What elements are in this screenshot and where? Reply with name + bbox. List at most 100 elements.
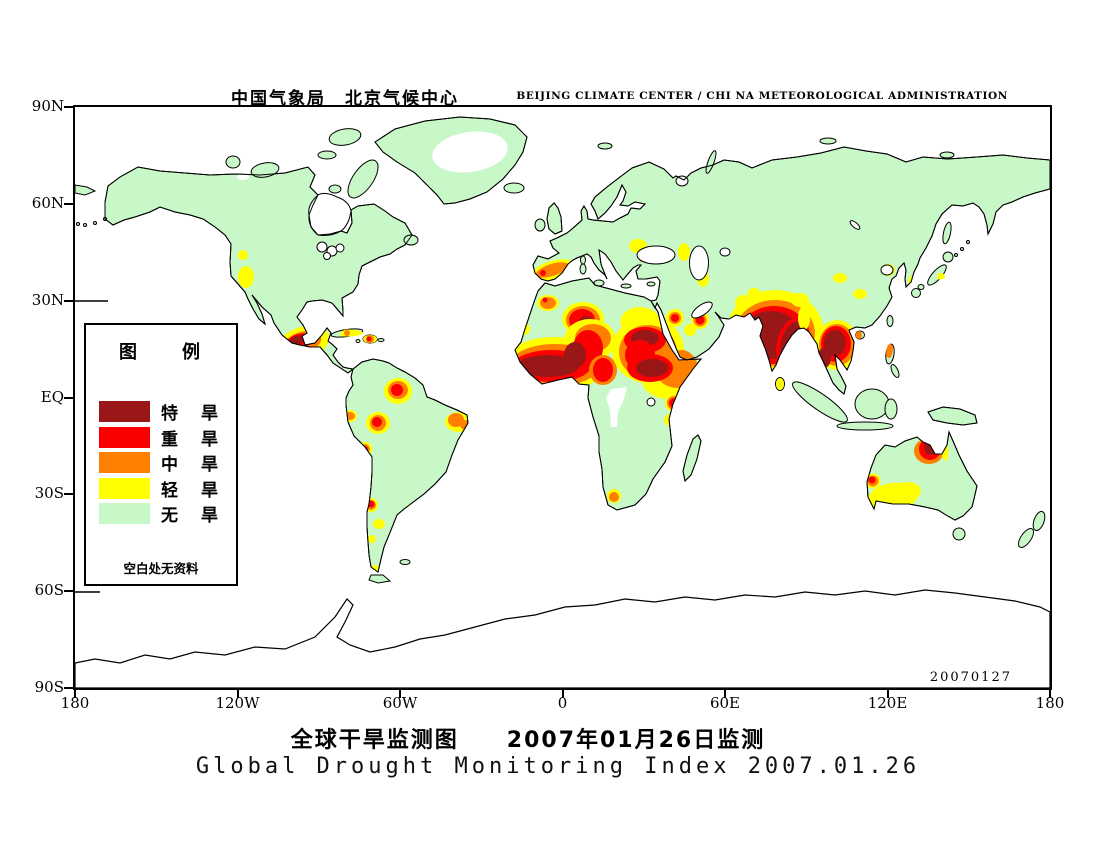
- lat-tick-mark: [64, 590, 73, 593]
- drought-region-light: [678, 243, 690, 261]
- drought-region-severe: [366, 336, 372, 342]
- map-datestamp: 20070127: [929, 670, 1012, 685]
- lon-tick-mark: [561, 690, 564, 698]
- great-slave-lake: [237, 174, 249, 180]
- legend-row-extreme: 特 旱: [99, 399, 221, 425]
- drought-region-severe: [868, 476, 876, 484]
- drought-region-moderate: [344, 330, 350, 336]
- great-lake: [335, 243, 345, 253]
- lon-tick-mark: [399, 690, 401, 698]
- legend-row-light: 轻 旱: [99, 476, 221, 502]
- lat-tick-label: 60S: [34, 581, 64, 600]
- drought-region-light: [833, 273, 847, 283]
- legend-swatch-moderate: [99, 452, 150, 474]
- lake-victoria: [646, 397, 656, 407]
- drought-region-severe: [671, 314, 679, 322]
- drought-region-light: [684, 324, 696, 336]
- lon-tick-label: 120W: [215, 694, 260, 712]
- drought-region-extreme: [817, 348, 831, 368]
- lat-tick-mark: [64, 687, 73, 689]
- lat-tick-mark: [64, 299, 73, 302]
- drought-region-severe: [372, 417, 382, 427]
- drought-region-extreme: [824, 330, 846, 356]
- water-layer: [237, 131, 894, 427]
- lon-tick-label: 120E: [867, 694, 908, 712]
- drought-region-severe: [593, 358, 613, 382]
- lat-tick-mark: [64, 106, 73, 108]
- drought-region-light: [791, 293, 809, 307]
- drought-region-moderate: [448, 413, 464, 427]
- drought-region-moderate: [460, 420, 472, 430]
- drought-region-light: [340, 327, 364, 339]
- drought-region-extreme: [564, 342, 586, 368]
- lat-tick-label: 30N: [31, 290, 64, 309]
- persian-gulf: [691, 301, 713, 319]
- world-map: [75, 116, 1050, 688]
- aral-sea: [719, 247, 731, 257]
- lon-tick-mark: [1049, 690, 1051, 698]
- lon-tick-mark: [886, 690, 889, 698]
- legend-label-none: 无 旱: [161, 506, 221, 527]
- legend-label-light: 轻 旱: [161, 480, 221, 501]
- lon-tick-mark: [724, 690, 726, 698]
- drought-region-light: [238, 250, 248, 260]
- lat-tick-mark: [64, 202, 73, 205]
- legend-note: 空白处无资料: [123, 561, 199, 576]
- lat-tick-mark: [64, 396, 73, 399]
- drought-region-light: [406, 503, 424, 513]
- lon-tick-label: 180: [60, 694, 90, 712]
- drought-region-severe: [542, 297, 548, 303]
- chukotka-fragment: [75, 184, 96, 196]
- drought-region-light: [798, 306, 810, 330]
- lon-tick-label: 60E: [709, 694, 741, 712]
- lat-tick-label: 90S: [34, 678, 64, 696]
- legend-row-moderate: 中 旱: [99, 450, 221, 476]
- legend-title: 图 例: [119, 342, 203, 363]
- legend-swatch-none: [99, 503, 150, 525]
- drought-region-light: [853, 289, 867, 299]
- drought-region-light: [373, 519, 385, 529]
- legend-box: 图 例 特 旱重 旱中 旱轻 旱无 旱 空白处无资料: [84, 323, 238, 586]
- legend-label-severe: 重 旱: [161, 429, 221, 450]
- bohai-sea: [880, 264, 894, 276]
- lat-tick-label: 60N: [31, 193, 64, 212]
- legend-label-moderate: 中 旱: [161, 455, 221, 476]
- lat-tick-label: 30S: [34, 484, 64, 503]
- hudson-bay: [308, 192, 352, 236]
- drought-region-light: [238, 266, 254, 288]
- drought-region-moderate: [885, 338, 893, 358]
- lat-tick-mark: [64, 493, 73, 496]
- legend-items: 特 旱重 旱中 旱轻 旱无 旱: [99, 399, 221, 527]
- tierra-del-fuego: [368, 574, 391, 584]
- legend-swatch-severe: [99, 426, 150, 448]
- drought-region-extreme: [517, 355, 579, 377]
- drought-region-severe: [669, 398, 679, 408]
- lat-tick-label: 90N: [31, 97, 64, 115]
- lake-baikal: [849, 220, 861, 230]
- drought-region-moderate: [609, 492, 619, 502]
- lon-tick-mark: [236, 690, 239, 698]
- drought-region-light: [895, 482, 921, 500]
- header-chinese-title: 中国气象局 北京气候中心: [231, 89, 459, 109]
- drought-region-light: [368, 535, 376, 543]
- drought-region-light: [776, 378, 784, 390]
- lon-tick-mark: [74, 690, 76, 698]
- caspian-sea: [689, 245, 709, 281]
- drought-region-severe: [391, 384, 403, 396]
- legend-row-none: 无 旱: [99, 501, 221, 527]
- legend-label-extreme: 特 旱: [161, 404, 221, 425]
- lat-tick-label: EQ: [40, 387, 64, 406]
- legend-row-severe: 重 旱: [99, 425, 221, 451]
- footer-english-title: Global Drought Monitoring Index 2007.01.…: [195, 754, 921, 779]
- congo-nodata-patch: [606, 387, 627, 427]
- legend-swatch-extreme: [99, 401, 150, 423]
- lon-tick-label: 180: [1035, 694, 1065, 712]
- drought-region-moderate: [540, 297, 556, 309]
- lon-tick-label: 0: [557, 694, 568, 712]
- great-lake: [316, 241, 328, 253]
- legend-swatch-light: [99, 477, 150, 499]
- drought-region-light: [747, 288, 761, 302]
- drought-region-severe: [540, 270, 546, 276]
- great-lake: [323, 252, 331, 260]
